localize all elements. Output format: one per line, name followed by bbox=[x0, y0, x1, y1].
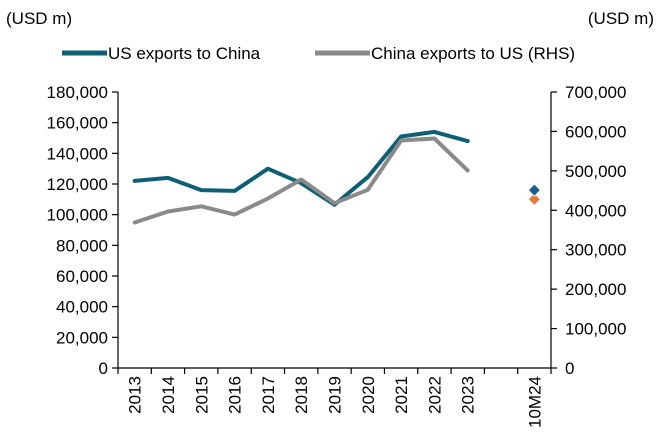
right-y-tick-label: 600,000 bbox=[565, 122, 626, 141]
x-tick-label: 2016 bbox=[226, 376, 245, 414]
x-tick-label: 10M24 bbox=[525, 376, 544, 428]
left-y-tick-label: 80,000 bbox=[56, 236, 108, 255]
x-tick-label: 2015 bbox=[192, 376, 211, 414]
us-exports-line bbox=[132, 129, 470, 207]
axes: 0 20,000 40,000 60,000 80,000 100,000 120,000 1… bbox=[47, 83, 627, 428]
x-tick-label: 2017 bbox=[259, 376, 278, 414]
right-y-tick-label: 400,000 bbox=[565, 201, 626, 220]
legend-label-us-exports: US exports to China bbox=[108, 44, 261, 63]
china-exports-10m24-marker bbox=[527, 192, 541, 206]
x-tick-label: 2022 bbox=[425, 376, 444, 414]
right-y-tick-label: 700,000 bbox=[565, 83, 626, 102]
x-tick-label: 2018 bbox=[292, 376, 311, 414]
right-y-tick-label: 300,000 bbox=[565, 241, 626, 260]
left-y-tick-label: 60,000 bbox=[56, 267, 108, 286]
x-tick-label: 2019 bbox=[326, 376, 345, 414]
left-y-tick-label: 160,000 bbox=[47, 114, 108, 133]
legend-label-china-exports: China exports to US (RHS) bbox=[371, 44, 575, 63]
left-y-tick-label: 0 bbox=[99, 359, 108, 378]
left-y-tick-label: 120,000 bbox=[47, 175, 108, 194]
left-y-tick-label: 40,000 bbox=[56, 298, 108, 317]
us-exports-10m24-marker bbox=[527, 183, 541, 197]
x-tick-label: 2021 bbox=[392, 376, 411, 414]
left-y-tick-label: 100,000 bbox=[47, 206, 108, 225]
x-tick-label: 2014 bbox=[159, 376, 178, 414]
china-exports-line bbox=[132, 136, 470, 225]
right-y-tick-label: 200,000 bbox=[565, 280, 626, 299]
left-y-tick-label: 140,000 bbox=[47, 144, 108, 163]
right-y-tick-label: 500,000 bbox=[565, 162, 626, 181]
left-y-tick-label: 180,000 bbox=[47, 83, 108, 102]
x-tick-label: 2013 bbox=[126, 376, 145, 414]
left-unit-label: (USD m) bbox=[6, 9, 72, 28]
x-tick-label: 2020 bbox=[359, 376, 378, 414]
x-tick-label: 2023 bbox=[459, 376, 478, 414]
plot-area bbox=[132, 129, 541, 225]
right-y-tick-label: 0 bbox=[565, 359, 574, 378]
right-y-tick-label: 100,000 bbox=[565, 320, 626, 339]
right-unit-label: (USD m) bbox=[588, 9, 654, 28]
left-y-tick-label: 20,000 bbox=[56, 328, 108, 347]
legend: US exports to China China exports to US … bbox=[62, 44, 575, 63]
